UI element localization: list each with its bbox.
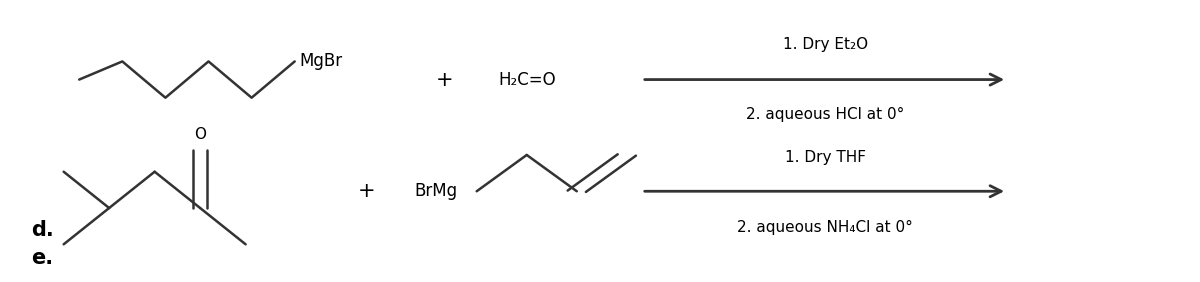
Text: d.: d. — [31, 220, 54, 240]
Text: MgBr: MgBr — [300, 52, 343, 70]
Text: +: + — [436, 70, 454, 90]
Text: 1. Dry Et₂O: 1. Dry Et₂O — [782, 37, 868, 52]
Text: 2. aqueous HCl at 0°: 2. aqueous HCl at 0° — [746, 107, 905, 122]
Text: 1. Dry THF: 1. Dry THF — [785, 150, 865, 165]
Text: O: O — [194, 127, 206, 142]
Text: H₂C=O: H₂C=O — [498, 70, 556, 89]
Text: BrMg: BrMg — [414, 182, 457, 200]
Text: +: + — [358, 181, 376, 201]
Text: 2. aqueous NH₄Cl at 0°: 2. aqueous NH₄Cl at 0° — [737, 220, 913, 235]
Text: e.: e. — [31, 248, 54, 268]
